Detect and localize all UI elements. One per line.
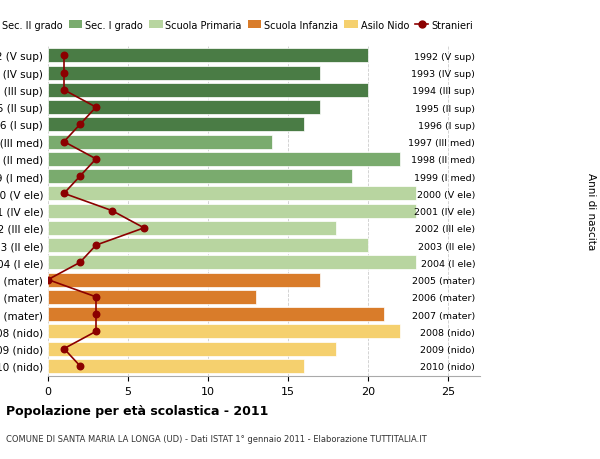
Bar xyxy=(48,170,352,184)
Bar xyxy=(48,273,320,287)
Bar xyxy=(48,67,320,80)
Text: Popolazione per età scolastica - 2011: Popolazione per età scolastica - 2011 xyxy=(6,404,268,417)
Point xyxy=(91,328,101,335)
Point xyxy=(91,242,101,249)
Legend: Sec. II grado, Sec. I grado, Scuola Primaria, Scuola Infanzia, Asilo Nido, Stran: Sec. II grado, Sec. I grado, Scuola Prim… xyxy=(0,17,477,34)
Bar xyxy=(48,152,400,167)
Text: COMUNE DI SANTA MARIA LA LONGA (UD) - Dati ISTAT 1° gennaio 2011 - Elaborazione : COMUNE DI SANTA MARIA LA LONGA (UD) - Da… xyxy=(6,434,427,443)
Point xyxy=(75,121,85,129)
Point xyxy=(91,294,101,301)
Point xyxy=(139,225,149,232)
Bar xyxy=(48,118,304,132)
Bar xyxy=(48,187,416,201)
Point xyxy=(91,104,101,112)
Point xyxy=(75,259,85,266)
Bar xyxy=(48,204,416,218)
Bar xyxy=(48,342,336,356)
Bar xyxy=(48,84,368,98)
Point xyxy=(59,70,69,77)
Point xyxy=(59,52,69,60)
Bar xyxy=(48,256,416,270)
Bar xyxy=(48,135,272,149)
Bar xyxy=(48,359,304,373)
Bar xyxy=(48,290,256,304)
Bar xyxy=(48,308,384,321)
Point xyxy=(59,139,69,146)
Bar xyxy=(48,49,368,63)
Bar xyxy=(48,239,368,252)
Text: Anni di nascita: Anni di nascita xyxy=(586,173,596,250)
Point xyxy=(75,363,85,370)
Bar xyxy=(48,221,336,235)
Point xyxy=(43,276,53,284)
Point xyxy=(91,156,101,163)
Bar xyxy=(48,101,320,115)
Bar xyxy=(48,325,400,339)
Point xyxy=(59,345,69,353)
Point xyxy=(75,173,85,180)
Point xyxy=(107,207,117,215)
Point xyxy=(59,87,69,95)
Point xyxy=(59,190,69,197)
Point xyxy=(91,311,101,318)
